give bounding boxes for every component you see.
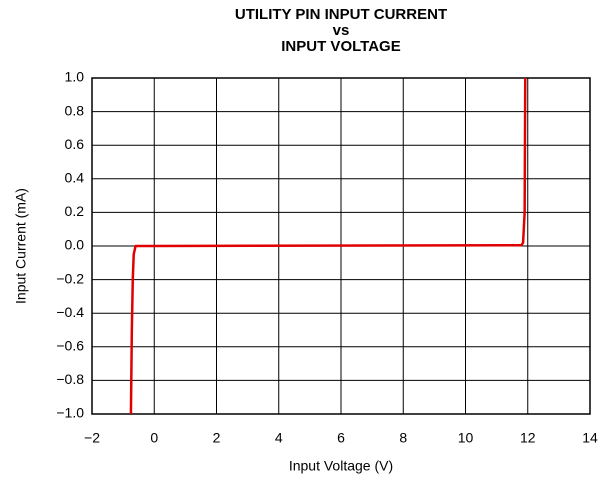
x-tick-label: 14 — [582, 430, 598, 446]
y-axis-label: Input Current (mA) — [13, 188, 29, 304]
y-tick-label: −0.4 — [56, 304, 84, 320]
x-tick-label: 10 — [458, 430, 474, 446]
x-tick-label: 4 — [275, 430, 283, 446]
y-tick-label: −0.8 — [56, 371, 84, 387]
y-tick-label: −0.6 — [56, 338, 84, 354]
y-tick-label: 0.8 — [65, 102, 85, 118]
y-tick-label: 0.6 — [65, 136, 85, 152]
y-tick-label: −0.2 — [56, 270, 84, 286]
x-tick-label: 0 — [150, 430, 158, 446]
x-tick-label: 6 — [337, 430, 345, 446]
x-tick-label: 2 — [213, 430, 221, 446]
chart-title: UTILITY PIN INPUT CURRENT — [235, 6, 447, 23]
y-tick-label: 0.2 — [65, 203, 85, 219]
y-tick-label: 1.0 — [65, 69, 85, 85]
x-tick-label: −2 — [84, 430, 100, 446]
y-tick-label: −1.0 — [56, 405, 84, 421]
x-axis-label: Input Voltage (V) — [289, 458, 393, 474]
y-tick-label: 0.0 — [65, 237, 85, 253]
data-line — [129, 77, 527, 415]
x-tick-label: 8 — [399, 430, 407, 446]
y-tick-label: 0.4 — [65, 170, 85, 186]
chart-title: vs — [333, 22, 350, 39]
x-tick-label: 12 — [520, 430, 536, 446]
chart-title: INPUT VOLTAGE — [281, 38, 400, 55]
plot-frame — [91, 77, 591, 415]
